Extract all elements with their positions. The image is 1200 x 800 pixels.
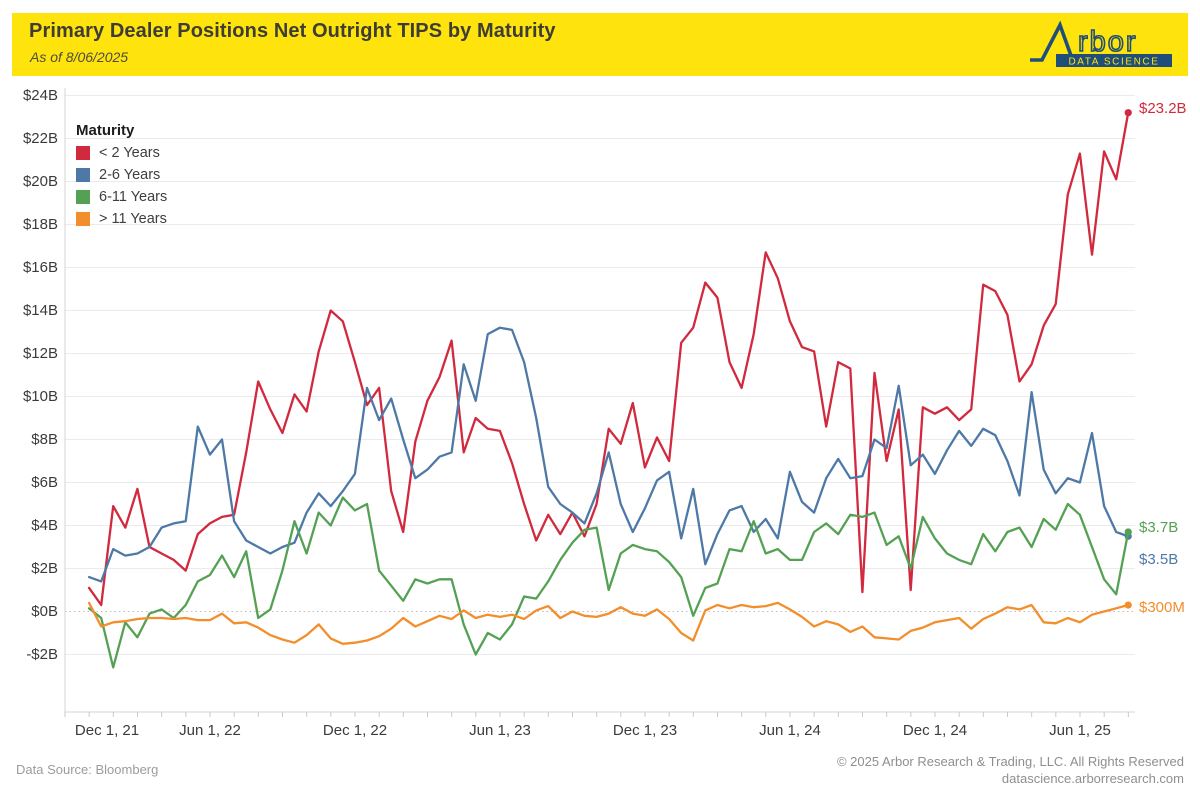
legend-item-y6to11[interactable]: 6-11 Years — [76, 189, 167, 205]
logo-tagline-text: DATA SCIENCE — [1068, 57, 1159, 68]
legend-item-label: 6-11 Years — [99, 189, 168, 205]
data-source-note: Data Source: Bloomberg — [16, 762, 159, 777]
series-end-dot-gt11y — [1124, 601, 1132, 609]
y-tick-label: $22B — [22, 129, 58, 147]
end-label-y2to6: $3.5B — [1139, 551, 1179, 569]
as-of-date: As of 8/06/2025 — [30, 49, 129, 65]
legend-item-label: > 11 Years — [99, 211, 167, 227]
series-end-dot-y6to11 — [1124, 528, 1132, 536]
arbor-logo: rbor DATA SCIENCE — [1026, 20, 1176, 70]
legend-item-gt11y[interactable]: > 11 Years — [76, 211, 167, 227]
logo-spike-a-icon — [1030, 20, 1076, 65]
end-label-lt2y: $23.2B — [1139, 99, 1187, 117]
legend-swatch-icon — [76, 190, 90, 204]
y-tick-label: $10B — [22, 387, 58, 405]
logo-tagline-bar — [1056, 54, 1172, 67]
end-label-gt11y: $300M — [1139, 599, 1185, 617]
arbor-logo-icon: rbor DATA SCIENCE — [1030, 20, 1172, 68]
x-tick-label: Dec 1, 23 — [612, 722, 678, 739]
x-tick-label: Dec 1, 24 — [902, 722, 968, 739]
header-band: Primary Dealer Positions Net Outright TI… — [12, 13, 1188, 76]
y-tick-label: -$2B — [26, 645, 58, 663]
y-tick-label: $18B — [22, 215, 58, 233]
series-line-gt11y[interactable] — [87, 601, 1130, 645]
y-tick-label: $12B — [22, 344, 58, 362]
y-tick-label: $16B — [22, 258, 58, 276]
x-tick-label: Dec 1, 21 — [74, 722, 140, 739]
y-tick-label: $4B — [31, 516, 58, 534]
legend-item-label: 2-6 Years — [99, 167, 161, 183]
logo-brand-text: rbor — [1078, 26, 1138, 58]
legend-item-y2to6[interactable]: 2-6 Years — [76, 167, 167, 183]
x-tick-label: Jun 1, 25 — [1049, 722, 1111, 739]
legend-item-lt2y[interactable]: < 2 Years — [76, 145, 167, 161]
copyright-note: © 2025 Arbor Research & Trading, LLC. Al… — [836, 754, 1184, 769]
series-line-y2to6[interactable] — [87, 326, 1130, 583]
website-url: datascience.arborresearch.com — [1001, 771, 1184, 786]
y-tick-label: $6B — [31, 473, 58, 491]
legend-items: < 2 Years 2-6 Years 6-11 Years > 11 Years — [76, 145, 167, 227]
maturity-legend: Maturity < 2 Years 2-6 Years 6-11 Years > 1… — [76, 122, 167, 233]
y-tick-label: $20B — [22, 172, 58, 190]
series-line-lt2y[interactable] — [87, 111, 1130, 607]
y-tick-label: $0B — [31, 602, 58, 620]
x-tick-label: Jun 1, 22 — [179, 722, 241, 739]
legend-swatch-icon — [76, 168, 90, 182]
x-tick-label: Dec 1, 22 — [322, 722, 388, 739]
series-end-dot-lt2y — [1124, 109, 1132, 117]
x-tick-label: Jun 1, 24 — [759, 722, 821, 739]
y-tick-label: $24B — [22, 86, 58, 104]
legend-swatch-icon — [76, 146, 90, 160]
page-title: Primary Dealer Positions Net Outright TI… — [29, 20, 556, 42]
legend-item-label: < 2 Years — [99, 145, 160, 161]
footer-right: © 2025 Arbor Research & Trading, LLC. Al… — [837, 753, 1184, 787]
legend-title: Maturity — [76, 122, 135, 139]
legend-swatch-icon — [76, 212, 90, 226]
x-tick-label: Jun 1, 23 — [469, 722, 531, 739]
y-tick-label: $14B — [22, 301, 58, 319]
end-label-y6to11: $3.7B — [1139, 518, 1179, 536]
y-tick-label: $8B — [31, 430, 58, 448]
series-line-y6to11[interactable] — [87, 496, 1130, 669]
y-tick-label: $2B — [31, 559, 58, 577]
